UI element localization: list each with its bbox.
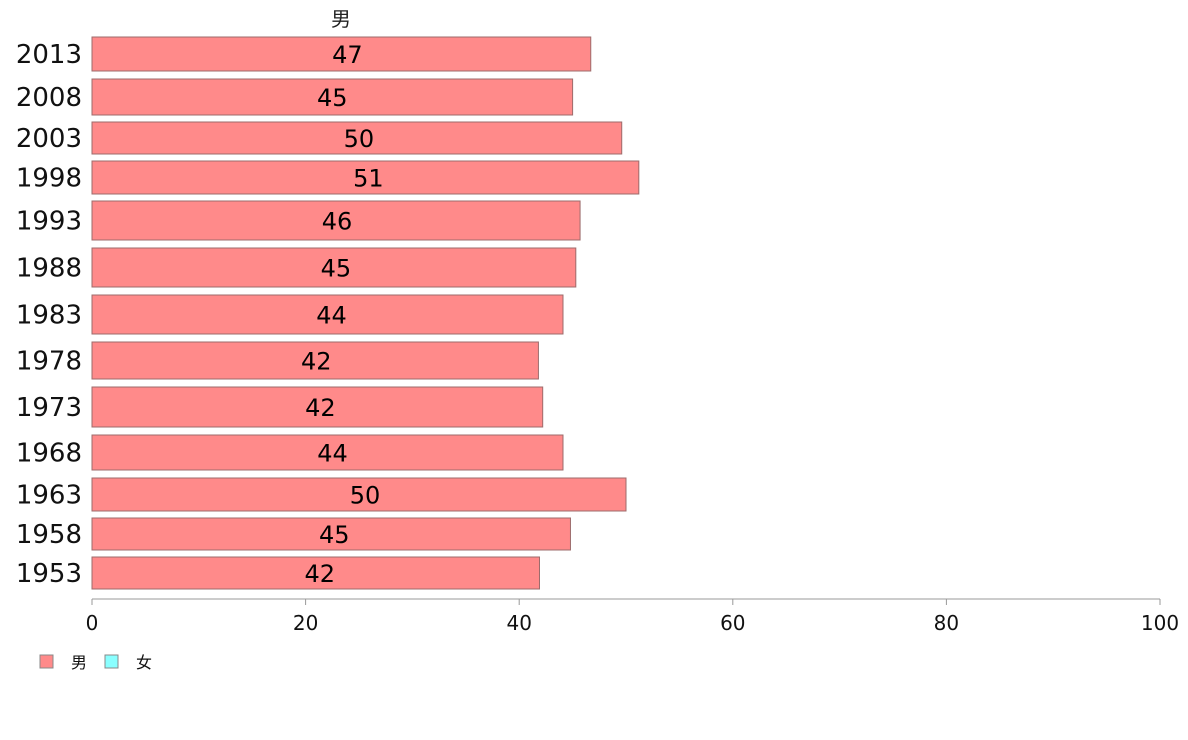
- x-tick-label: 60: [720, 611, 745, 635]
- bar-value-label: 50: [350, 482, 381, 510]
- bar-value-label: 46: [322, 208, 353, 236]
- bar: [91, 78, 574, 116]
- bar: [91, 294, 564, 335]
- x-axis: 0 20 40 60 80 100: [86, 598, 1179, 635]
- y-tick-label: 1958: [16, 520, 82, 550]
- y-tick-label: 1953: [16, 559, 82, 589]
- y-tick-label: 1973: [16, 393, 82, 423]
- bar-value-label: 45: [321, 255, 352, 283]
- bar-value-label: 45: [319, 521, 350, 549]
- bar: [91, 36, 592, 72]
- bar: [91, 160, 640, 195]
- legend-swatch: [104, 654, 119, 669]
- bar-value-label: 47: [332, 41, 363, 69]
- bar: [91, 517, 571, 551]
- y-tick-label: 1978: [16, 347, 82, 377]
- x-tick-label: 0: [86, 611, 99, 635]
- x-tick-label: 80: [934, 611, 959, 635]
- y-tick-label: 1963: [16, 481, 82, 511]
- bar: [91, 247, 577, 288]
- legend-label: 男: [71, 653, 87, 672]
- bar-value-label: 44: [316, 302, 347, 330]
- bar-value-label: 44: [317, 440, 348, 468]
- bar: [91, 200, 581, 241]
- y-tick-label: 2008: [16, 83, 82, 113]
- y-tick-label: 1993: [16, 207, 82, 237]
- bar-value-label: 45: [317, 84, 348, 112]
- legend-swatch: [39, 654, 54, 669]
- bar: [91, 121, 623, 155]
- y-tick-label: 1968: [16, 439, 82, 469]
- y-tick-label: 2003: [16, 124, 82, 154]
- bar-value-label: 42: [305, 394, 336, 422]
- bar-value-label: 42: [304, 560, 335, 588]
- bar: [91, 386, 544, 428]
- bar-value-label: 50: [344, 125, 375, 153]
- legend-label: 女: [136, 653, 152, 672]
- x-tick-label: 100: [1141, 611, 1179, 635]
- bar-value-label: 42: [301, 348, 332, 376]
- bar: [91, 434, 564, 471]
- bar-value-label: 51: [353, 165, 384, 193]
- x-tick-label: 20: [293, 611, 318, 635]
- chart-title: 男: [331, 7, 351, 31]
- y-tick-label: 1983: [16, 301, 82, 331]
- bar: [91, 556, 540, 590]
- bars-layer: 2013 47 2008 45 2003 50 1998 51 1993 46 1988 45 1983…: [16, 36, 640, 590]
- y-tick-label: 2013: [16, 40, 82, 70]
- y-tick-label: 1988: [16, 254, 82, 284]
- y-tick-label: 1998: [16, 164, 82, 194]
- legend: 男女: [39, 653, 152, 672]
- x-tick-label: 40: [506, 611, 531, 635]
- bar: [91, 477, 627, 512]
- bar: [91, 341, 539, 380]
